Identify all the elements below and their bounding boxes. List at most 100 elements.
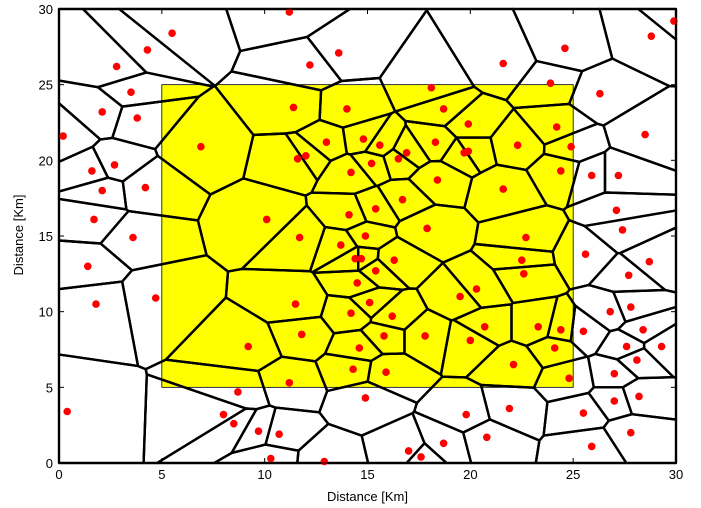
data-point [567,142,575,151]
data-point [334,49,343,57]
data-point [98,186,106,195]
y-axis-label: Distance [Km] [11,195,26,276]
data-point [349,365,357,374]
data-point [110,161,119,169]
data-point [513,141,522,149]
data-point [647,32,656,40]
data-point [234,388,242,396]
y-tick-label: 15 [39,229,53,244]
data-point [133,114,141,122]
data-point [141,183,150,192]
data-point [285,8,294,16]
data-point [522,233,530,242]
data-point [320,457,329,466]
data-point [90,215,98,224]
data-points [59,8,678,466]
data-point [546,79,555,87]
data-point [371,205,380,213]
data-point [197,142,205,151]
data-point [297,330,306,339]
data-point [596,89,604,98]
data-point [219,410,228,419]
data-point [394,155,403,163]
data-point [88,167,96,175]
data-point [84,262,92,271]
data-point [439,105,448,113]
x-tick-label: 30 [669,467,683,482]
data-point [483,433,491,442]
data-point [557,326,565,334]
data-point [579,327,588,336]
data-point [499,59,508,68]
data-point [293,155,302,163]
data-point [388,312,397,321]
data-point [267,454,275,463]
data-point [581,250,590,258]
data-point [550,344,559,352]
data-point [417,453,425,461]
data-point [670,17,678,25]
y-tick-label: 5 [46,380,53,395]
data-point [587,442,596,451]
data-point [59,132,67,140]
data-point [98,108,106,116]
data-point [367,159,376,168]
data-point [168,29,176,37]
data-point [456,292,464,301]
axes [58,8,677,464]
data-point [518,256,526,265]
data-point [361,394,370,402]
data-point [63,407,71,416]
data-point [534,323,542,331]
data-point [345,211,353,219]
data-point [421,332,429,340]
data-point [398,195,407,204]
data-point [509,360,518,369]
data-point [275,430,283,439]
data-point [380,332,388,340]
data-point [404,447,413,455]
data-point [557,167,565,175]
data-point [505,404,514,413]
y-tick-label: 25 [39,78,53,93]
data-point [351,254,360,263]
data-point [622,342,631,351]
data-point [427,83,436,92]
data-point [612,206,621,215]
data-point [151,294,160,302]
data-point [285,379,294,387]
data-point [423,224,431,233]
y-tick-label: 30 [39,2,53,17]
data-point [635,392,643,401]
data-point [561,44,569,53]
y-tick-label: 20 [39,153,53,168]
data-point [230,419,238,428]
data-point [295,233,304,242]
data-point [472,285,481,293]
data-point [291,300,300,308]
data-point [645,257,654,266]
data-point [365,298,374,307]
data-point [552,123,561,131]
data-point [359,135,368,143]
x-tick-label: 0 [55,467,62,482]
data-point [627,303,635,311]
data-point [357,254,366,263]
data-point [347,309,355,318]
data-point [633,356,641,364]
data-point [353,279,362,287]
data-point [657,342,666,351]
data-point [464,147,473,156]
data-point [439,439,448,448]
data-point [579,409,588,417]
data-point [337,241,345,249]
data-point [464,120,473,128]
data-point [624,271,633,280]
data-point [129,233,137,242]
data-point [587,171,596,180]
data-point [606,307,614,316]
data-point [520,270,528,278]
data-point [639,326,647,334]
data-point [262,215,271,224]
